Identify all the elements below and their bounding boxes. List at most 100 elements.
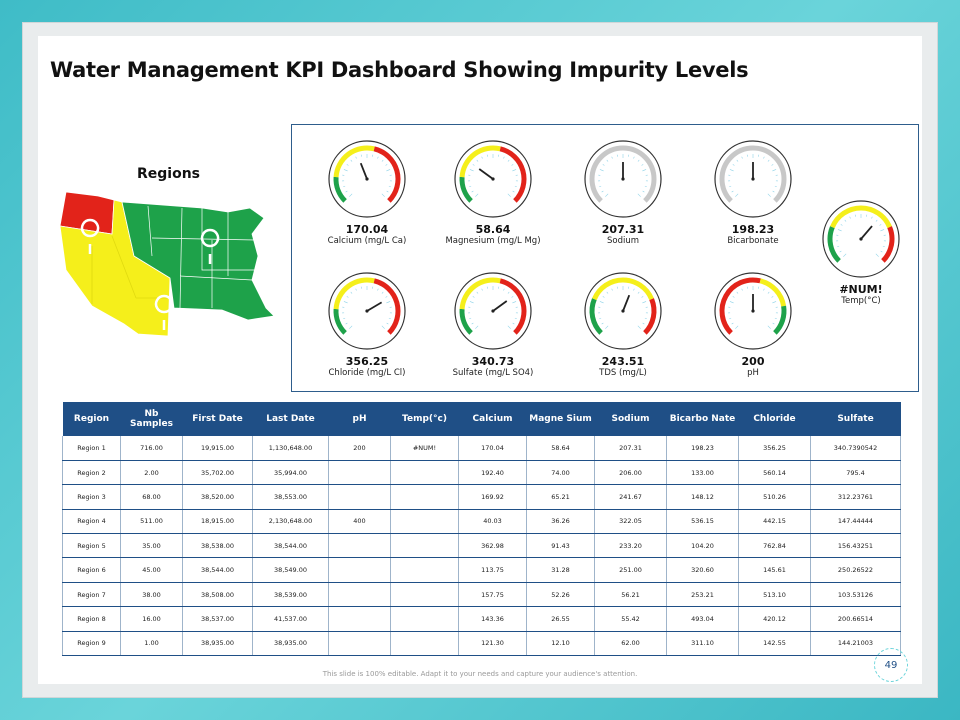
- gauge-value: 340.73: [471, 355, 515, 368]
- table-cell: 38,508.00: [182, 582, 253, 608]
- gauge-label: Chloride (mg/L Cl): [328, 368, 406, 378]
- gauge-tick: [741, 288, 743, 291]
- gauge-tick: [767, 291, 770, 294]
- gauge-tick: [381, 159, 384, 162]
- gauge-value: #NUM!: [839, 283, 883, 296]
- gauge-tick: [507, 291, 510, 294]
- table-cell: 340.7390542: [810, 436, 901, 461]
- gauge: 356.25 Chloride (mg/L Cl): [312, 271, 422, 379]
- gauge-tick: [772, 301, 777, 304]
- gauge-tick: [350, 291, 353, 294]
- gauge-tick: [774, 185, 777, 188]
- table-cell: 52.26: [526, 582, 595, 608]
- gauge-band: [881, 226, 895, 263]
- gauge-tick: [472, 164, 475, 166]
- table-cell: 510.26: [738, 484, 811, 510]
- table-cell: 121.30: [458, 631, 527, 657]
- gauge-tick: [611, 288, 613, 291]
- table-cell: Region 3: [62, 484, 121, 510]
- gauge-hub: [365, 309, 369, 313]
- gauge-tick: [512, 322, 515, 325]
- table-cell: 192.40: [458, 460, 527, 486]
- gauge-tick: [605, 325, 609, 329]
- gauge-tick: [381, 291, 384, 294]
- table-row: Region 5 35.00 38,538.00 38,544.00 362.98 91.…: [62, 533, 901, 559]
- gauge-dial: [714, 140, 792, 218]
- table-row: Region 2 2.00 35,702.00 35,994.00 192.40 74.0…: [62, 460, 901, 486]
- table-cell: [390, 484, 459, 510]
- gauge-tick: [503, 288, 505, 291]
- gauge-tick: [343, 169, 348, 172]
- gauge-band: [459, 176, 473, 203]
- table-cell: 38,935.00: [252, 631, 329, 657]
- table-cell: [328, 533, 391, 559]
- gauge-tick: [880, 229, 885, 232]
- table-cell: 62.00: [594, 631, 667, 657]
- table-cell: 104.20: [666, 533, 739, 559]
- gauge-hub: [491, 309, 495, 313]
- gauge-tick: [771, 164, 774, 166]
- gauge-tick: [514, 317, 517, 320]
- table-cell: [328, 606, 391, 632]
- gauge-band: [589, 145, 657, 203]
- table-cell: 145.61: [738, 557, 811, 583]
- table-cell: 18,915.00: [182, 509, 253, 535]
- gauge-tick: [386, 301, 391, 304]
- table-cell: 170.04: [458, 436, 527, 461]
- gauge-tick: [606, 159, 609, 162]
- gauge-tick: [469, 317, 472, 320]
- table-cell: 40.03: [458, 509, 527, 535]
- gauge-needle: [622, 294, 631, 312]
- table-row: Region 4 511.00 18,915.00 2,130,648.00 400 40…: [62, 509, 901, 535]
- gauge-tick: [349, 193, 353, 197]
- gauge-tick: [345, 322, 348, 325]
- gauge-label: Temp(°C): [841, 296, 881, 306]
- column-header: pH: [328, 402, 391, 436]
- gauge-tick: [469, 301, 474, 304]
- gauge-tick: [729, 169, 734, 172]
- column-header: Last Date: [252, 402, 329, 436]
- table-cell: 2,130,648.00: [252, 509, 329, 535]
- table-cell: 91.43: [526, 533, 595, 559]
- gauge-tick: [641, 164, 644, 166]
- gauge-tick: [732, 296, 735, 298]
- gauge-tick: [345, 190, 348, 193]
- column-header: First Date: [182, 402, 253, 436]
- table-cell: 58.64: [526, 436, 595, 461]
- gauge-dial: [584, 272, 662, 350]
- gauge-tick: [469, 169, 474, 172]
- gauge-tick: [381, 193, 385, 197]
- gauge-tick: [875, 253, 879, 257]
- gauge-tick: [735, 193, 739, 197]
- gauge-needle: [359, 162, 368, 180]
- gauge-tick: [774, 317, 777, 320]
- table-cell: [390, 631, 459, 657]
- gauge-tick: [507, 159, 510, 162]
- gauge-dial: [822, 200, 900, 278]
- gauge-band: [333, 145, 375, 178]
- gauge-tick: [386, 190, 389, 193]
- table-cell: [390, 509, 459, 535]
- gauge-tick: [385, 164, 388, 166]
- gauge-tick: [837, 245, 840, 248]
- gauge-band: [373, 278, 401, 335]
- table-cell: 147.44444: [810, 509, 901, 535]
- table-cell: 420.12: [738, 606, 811, 632]
- gauge-label: Calcium (mg/L Ca): [327, 236, 407, 246]
- table-cell: Region 4: [62, 509, 121, 535]
- gauge-band: [827, 226, 841, 263]
- table-cell: 251.00: [594, 557, 667, 583]
- gauge-band: [643, 298, 657, 335]
- slide: Water Management KPI Dashboard Showing I…: [38, 36, 922, 684]
- gauge-tick: [599, 317, 602, 320]
- gauge-tick: [476, 291, 479, 294]
- table-cell: 12.10: [526, 631, 595, 657]
- footer-text: This slide is 100% editable. Adapt it to…: [322, 670, 638, 678]
- table-cell: 206.00: [594, 460, 667, 486]
- gauge-tick: [512, 301, 517, 304]
- table-cell: 1.00: [120, 631, 183, 657]
- gauge: 340.73 Sulfate (mg/L SO4): [438, 271, 548, 379]
- gauge-tick: [839, 250, 842, 253]
- gauge-tick: [388, 185, 391, 188]
- gauge-tick: [605, 193, 609, 197]
